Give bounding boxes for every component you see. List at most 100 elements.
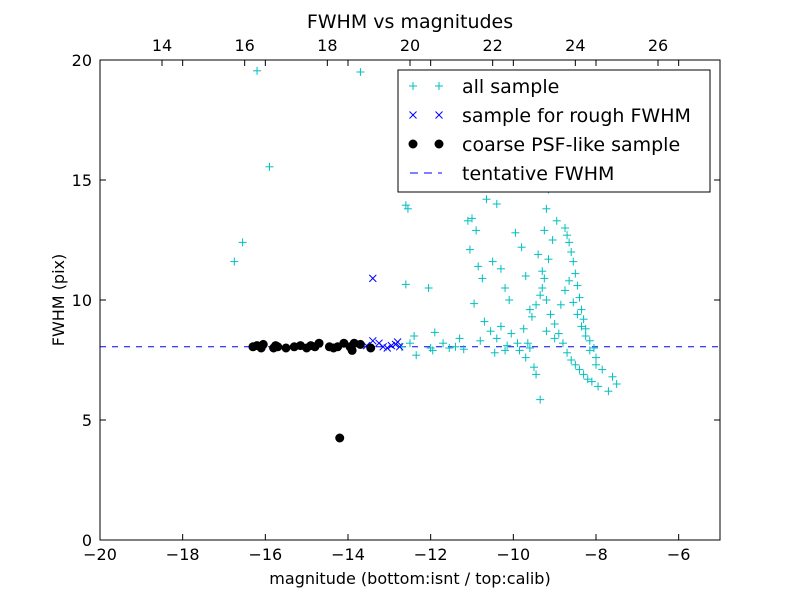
all-sample-point — [463, 216, 472, 225]
all-sample-point — [459, 345, 468, 354]
psf-like-point — [273, 342, 283, 352]
all-sample-point — [478, 274, 487, 283]
all-sample-point — [412, 351, 421, 360]
all-sample-point — [488, 257, 497, 266]
y-tick-label: 0 — [82, 531, 92, 550]
all-sample-point — [445, 344, 454, 352]
legend-marker-icon — [434, 139, 444, 149]
all-sample-point — [401, 280, 410, 289]
all-sample-point — [540, 226, 549, 235]
all-sample-point — [401, 201, 410, 210]
all-sample-point — [513, 339, 522, 348]
all-sample-point — [571, 360, 580, 369]
all-sample-point — [567, 356, 576, 364]
all-sample-point — [532, 300, 541, 309]
all-sample-point — [230, 257, 239, 266]
x-tick-label: −18 — [166, 545, 200, 564]
all-sample-point — [538, 267, 547, 276]
rough-fwhm-point — [395, 342, 404, 351]
all-sample-point — [604, 387, 613, 396]
all-sample-point — [569, 257, 578, 266]
all-sample-point — [571, 269, 580, 278]
all-sample-point — [451, 342, 460, 351]
x-axis-label: magnitude (bottom:isnt / top:calib) — [269, 569, 550, 588]
chart-title: FWHM vs magnitudes — [307, 11, 513, 33]
all-sample-point — [406, 339, 414, 348]
all-sample-point — [530, 363, 538, 372]
psf-like-point — [366, 343, 376, 353]
all-sample-point — [468, 214, 476, 223]
legend-label: sample for rough FWHM — [462, 105, 691, 127]
x-tick-label: −10 — [496, 545, 530, 564]
all-sample-point — [538, 284, 547, 292]
all-sample-point — [583, 375, 592, 384]
psf-like-point — [314, 338, 324, 348]
legend-label: coarse PSF-like sample — [462, 134, 680, 156]
all-sample-point — [356, 68, 365, 76]
all-sample-point — [536, 291, 545, 300]
all-sample-point — [581, 324, 590, 333]
all-sample-point — [527, 312, 536, 321]
top-x-tick-label: 24 — [565, 36, 585, 55]
all-sample-point — [612, 380, 621, 388]
all-sample-point — [561, 224, 569, 232]
all-sample-point — [587, 377, 596, 386]
legend-marker-icon — [409, 111, 417, 119]
legend-marker-icon — [409, 82, 417, 90]
all-sample-point — [589, 344, 598, 352]
rough-fwhm-point — [383, 344, 392, 352]
all-sample-point — [253, 66, 262, 75]
all-sample-point — [592, 360, 600, 369]
all-sample-point — [470, 299, 479, 308]
all-sample-point — [503, 341, 512, 350]
psf-like-point — [258, 339, 268, 349]
all-sample-point — [563, 231, 572, 240]
all-sample-point — [505, 296, 514, 304]
all-sample-point — [575, 293, 584, 302]
all-sample-point — [439, 339, 448, 348]
legend-marker-icon — [435, 111, 443, 119]
all-sample-point — [569, 298, 578, 307]
top-x-tick-label: 22 — [482, 36, 502, 55]
all-sample-point — [455, 334, 464, 343]
all-sample-point — [430, 328, 439, 337]
all-sample-point — [550, 320, 559, 328]
legend-item: tentative FWHM — [410, 163, 614, 185]
all-sample-point — [592, 353, 600, 362]
all-sample-point — [525, 344, 534, 352]
psf-like-point — [335, 433, 345, 443]
legend-marker-icon — [435, 82, 443, 90]
all-sample-point — [579, 370, 588, 379]
all-sample-point — [472, 226, 481, 235]
all-sample-point — [575, 365, 584, 374]
y-tick-label: 20 — [72, 51, 92, 70]
rough-fwhm-point — [368, 336, 377, 345]
top-x-tick-label: 26 — [648, 36, 668, 55]
all-sample-point — [486, 327, 495, 336]
rough-fwhm-point — [368, 274, 377, 283]
all-sample-point — [501, 284, 510, 292]
all-sample-point — [517, 243, 526, 252]
y-tick-label: 10 — [72, 291, 92, 310]
all-sample-point — [542, 204, 551, 213]
legend-label: all sample — [462, 76, 559, 98]
all-sample-point — [523, 339, 532, 348]
legend: all sample sample for rough FWHM coarse PS… — [397, 69, 711, 193]
all-sample-point — [521, 353, 530, 362]
all-sample-point — [542, 327, 551, 336]
all-sample-point — [403, 204, 412, 213]
top-x-tick-label: 20 — [400, 36, 420, 55]
all-sample-point — [496, 322, 505, 331]
all-sample-point — [577, 322, 586, 331]
x-tick-label: −16 — [248, 545, 282, 564]
all-sample-point — [501, 346, 510, 355]
all-sample-point — [579, 315, 588, 324]
all-sample-point — [542, 296, 551, 304]
all-sample-point — [496, 264, 505, 273]
all-sample-point — [490, 348, 499, 357]
all-sample-point — [525, 305, 534, 314]
all-sample-point — [567, 248, 576, 256]
all-sample-point — [515, 346, 524, 355]
rough-fwhm-point — [393, 338, 402, 346]
